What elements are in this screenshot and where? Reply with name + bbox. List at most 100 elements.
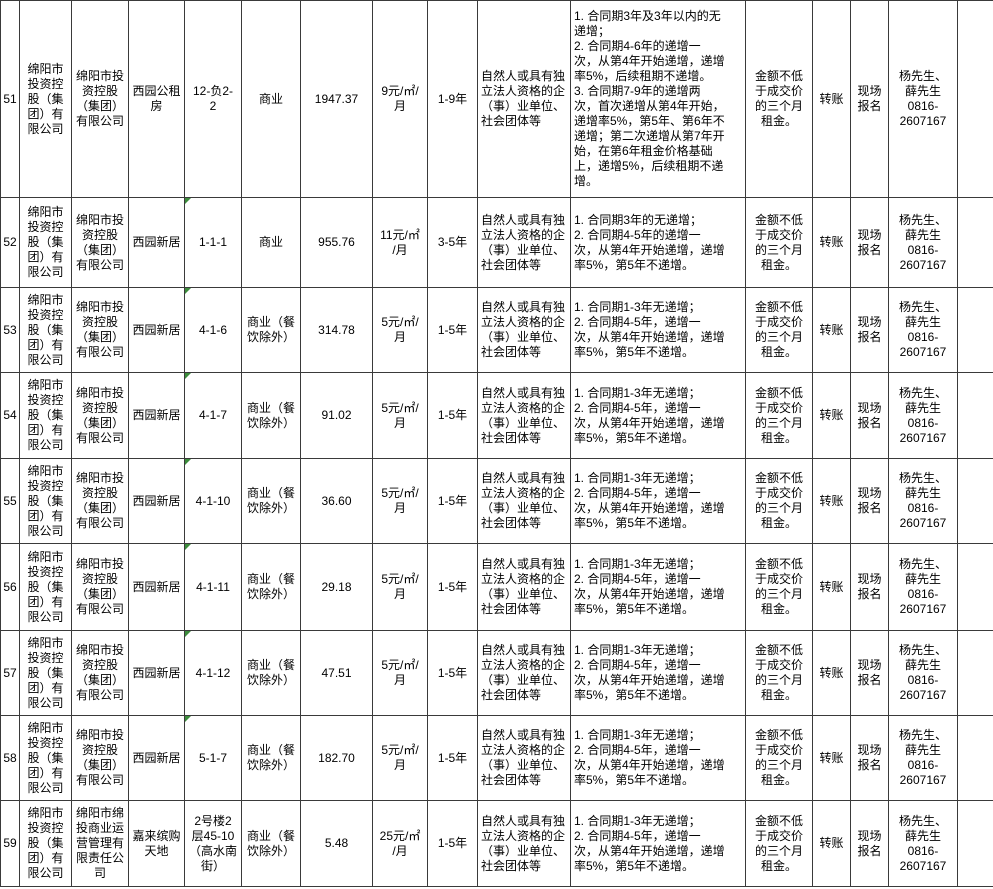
cell-payment-method[interactable]: 转账	[812, 0, 851, 198]
cell-contact[interactable]: 杨先生、 薛先生 0816- 2607167	[888, 715, 958, 801]
cell-property-name[interactable]: 西园新居	[128, 715, 185, 801]
cell-registration-method[interactable]: 现场 报名	[850, 630, 889, 716]
cell-escalation-terms[interactable]: 1. 合同期1-3年无递增； 2. 合同期4-5年，递增一 次，从第4年开始递增…	[570, 715, 746, 801]
cell-property-name[interactable]: 西园新居	[128, 543, 185, 631]
cell-eligible-applicants[interactable]: 自然人或具有独 立法人资格的企 （事）业单位、 社会团体等	[477, 630, 571, 716]
cell-registration-method[interactable]: 现场 报名	[850, 800, 889, 887]
cell-area-sqm[interactable]: 36.60	[300, 458, 373, 544]
cell-lessor[interactable]: 绵阳市 投资控 股（集 团）有 限公司	[19, 287, 72, 373]
cell-escalation-terms[interactable]: 1. 合同期1-3年无递增； 2. 合同期4-5年，递增一 次，从第4年开始递增…	[570, 287, 746, 373]
cell-row-no[interactable]: 55	[0, 458, 20, 544]
cell-deposit[interactable]: 金额不低 于成交价 的三个月 租金。	[745, 630, 813, 716]
cell-lessor[interactable]: 绵阳市 投资控 股（集 团）有 限公司	[19, 630, 72, 716]
cell-unit-number[interactable]: 4-1-11	[184, 543, 242, 631]
cell-lessor[interactable]: 绵阳市 投资控 股（集 团）有 限公司	[19, 372, 72, 459]
cell-eligible-applicants[interactable]: 自然人或具有独 立法人资格的企 （事）业单位、 社会团体等	[477, 372, 571, 459]
cell-escalation-terms[interactable]: 1. 合同期3年及3年以内的无 递增； 2. 合同期4-6年的递增一 次，从第4…	[570, 0, 746, 198]
cell-registration-method[interactable]: 现场 报名	[850, 197, 889, 288]
cell-deposit[interactable]: 金额不低 于成交价 的三个月 租金。	[745, 800, 813, 887]
cell-escalation-terms[interactable]: 1. 合同期1-3年无递增； 2. 合同期4-5年，递增一 次，从第4年开始递增…	[570, 630, 746, 716]
cell-unit-number[interactable]: 5-1-7	[184, 715, 242, 801]
cell-area-sqm[interactable]: 955.76	[300, 197, 373, 288]
cell-lessor[interactable]: 绵阳市 投资控 股（集 团）有 限公司	[19, 715, 72, 801]
cell-operating-company[interactable]: 绵阳市投 资控股 （集团） 有限公司	[71, 715, 129, 801]
cell-operating-company[interactable]: 绵阳市投 资控股 （集团） 有限公司	[71, 630, 129, 716]
cell-notes[interactable]	[957, 197, 993, 288]
cell-payment-method[interactable]: 转账	[812, 715, 851, 801]
cell-property-name[interactable]: 西园新居	[128, 458, 185, 544]
cell-notes[interactable]	[957, 630, 993, 716]
cell-row-no[interactable]: 57	[0, 630, 20, 716]
cell-row-no[interactable]: 52	[0, 197, 20, 288]
cell-deposit[interactable]: 金额不低 于成交价 的三个月 租金。	[745, 715, 813, 801]
cell-lease-term[interactable]: 1-5年	[427, 800, 478, 887]
cell-registration-method[interactable]: 现场 报名	[850, 0, 889, 198]
cell-contact[interactable]: 杨先生、 薛先生 0816- 2607167	[888, 197, 958, 288]
cell-unit-number[interactable]: 4-1-12	[184, 630, 242, 716]
cell-eligible-applicants[interactable]: 自然人或具有独 立法人资格的企 （事）业单位、 社会团体等	[477, 543, 571, 631]
cell-rent-price[interactable]: 5元/㎡/ 月	[372, 543, 428, 631]
cell-lessor[interactable]: 绵阳市 投资控 股（集 团）有 限公司	[19, 197, 72, 288]
cell-rent-price[interactable]: 5元/㎡/ 月	[372, 372, 428, 459]
cell-registration-method[interactable]: 现场 报名	[850, 715, 889, 801]
cell-eligible-applicants[interactable]: 自然人或具有独 立法人资格的企 （事）业单位、 社会团体等	[477, 197, 571, 288]
cell-operating-company[interactable]: 绵阳市投 资控股 （集团） 有限公司	[71, 543, 129, 631]
cell-deposit[interactable]: 金额不低 于成交价 的三个月 租金。	[745, 197, 813, 288]
cell-operating-company[interactable]: 绵阳市投 资控股 （集团） 有限公司	[71, 287, 129, 373]
cell-row-no[interactable]: 56	[0, 543, 20, 631]
cell-use-type[interactable]: 商业	[241, 197, 301, 288]
cell-notes[interactable]	[957, 372, 993, 459]
cell-area-sqm[interactable]: 5.48	[300, 800, 373, 887]
cell-payment-method[interactable]: 转账	[812, 372, 851, 459]
cell-deposit[interactable]: 金额不低 于成交价 的三个月 租金。	[745, 372, 813, 459]
cell-registration-method[interactable]: 现场 报名	[850, 372, 889, 459]
cell-registration-method[interactable]: 现场 报名	[850, 287, 889, 373]
cell-use-type[interactable]: 商业（餐 饮除外）	[241, 800, 301, 887]
cell-use-type[interactable]: 商业（餐 饮除外）	[241, 630, 301, 716]
cell-property-name[interactable]: 西园新居	[128, 372, 185, 459]
cell-notes[interactable]	[957, 287, 993, 373]
cell-payment-method[interactable]: 转账	[812, 543, 851, 631]
cell-property-name[interactable]: 西园新居	[128, 630, 185, 716]
cell-property-name[interactable]: 西园新居	[128, 197, 185, 288]
cell-escalation-terms[interactable]: 1. 合同期1-3年无递增； 2. 合同期4-5年，递增一 次，从第4年开始递增…	[570, 543, 746, 631]
cell-use-type[interactable]: 商业（餐 饮除外）	[241, 372, 301, 459]
cell-row-no[interactable]: 54	[0, 372, 20, 459]
cell-notes[interactable]	[957, 0, 993, 198]
cell-lease-term[interactable]: 1-5年	[427, 287, 478, 373]
cell-escalation-terms[interactable]: 1. 合同期1-3年无递增； 2. 合同期4-5年，递增一 次，从第4年开始递增…	[570, 372, 746, 459]
cell-deposit[interactable]: 金额不低 于成交价 的三个月 租金。	[745, 543, 813, 631]
cell-payment-method[interactable]: 转账	[812, 458, 851, 544]
cell-property-name[interactable]: 西园公租 房	[128, 0, 185, 198]
cell-rent-price[interactable]: 5元/㎡/ 月	[372, 287, 428, 373]
cell-notes[interactable]	[957, 543, 993, 631]
cell-row-no[interactable]: 51	[0, 0, 20, 198]
cell-contact[interactable]: 杨先生、 薛先生 0816- 2607167	[888, 543, 958, 631]
cell-eligible-applicants[interactable]: 自然人或具有独 立法人资格的企 （事）业单位、 社会团体等	[477, 800, 571, 887]
cell-eligible-applicants[interactable]: 自然人或具有独 立法人资格的企 （事）业单位、 社会团体等	[477, 715, 571, 801]
cell-notes[interactable]	[957, 715, 993, 801]
cell-contact[interactable]: 杨先生、 薛先生 0816- 2607167	[888, 800, 958, 887]
cell-rent-price[interactable]: 5元/㎡/ 月	[372, 715, 428, 801]
cell-row-no[interactable]: 53	[0, 287, 20, 373]
cell-lease-term[interactable]: 1-5年	[427, 630, 478, 716]
cell-deposit[interactable]: 金额不低 于成交价 的三个月 租金。	[745, 287, 813, 373]
cell-use-type[interactable]: 商业（餐 饮除外）	[241, 715, 301, 801]
cell-operating-company[interactable]: 绵阳市投 资控股 （集团） 有限公司	[71, 197, 129, 288]
cell-eligible-applicants[interactable]: 自然人或具有独 立法人资格的企 （事）业单位、 社会团体等	[477, 458, 571, 544]
cell-payment-method[interactable]: 转账	[812, 800, 851, 887]
cell-lessor[interactable]: 绵阳市 投资控 股（集 团）有 限公司	[19, 458, 72, 544]
cell-escalation-terms[interactable]: 1. 合同期1-3年无递增； 2. 合同期4-5年，递增一 次，从第4年开始递增…	[570, 800, 746, 887]
cell-lease-term[interactable]: 1-9年	[427, 0, 478, 198]
cell-contact[interactable]: 杨先生、 薛先生 0816- 2607167	[888, 372, 958, 459]
cell-payment-method[interactable]: 转账	[812, 630, 851, 716]
cell-area-sqm[interactable]: 314.78	[300, 287, 373, 373]
cell-lease-term[interactable]: 1-5年	[427, 543, 478, 631]
cell-payment-method[interactable]: 转账	[812, 197, 851, 288]
cell-contact[interactable]: 杨先生、 薛先生 0816- 2607167	[888, 0, 958, 198]
cell-escalation-terms[interactable]: 1. 合同期1-3年无递增； 2. 合同期4-5年，递增一 次，从第4年开始递增…	[570, 458, 746, 544]
cell-eligible-applicants[interactable]: 自然人或具有独 立法人资格的企 （事）业单位、 社会团体等	[477, 287, 571, 373]
cell-area-sqm[interactable]: 29.18	[300, 543, 373, 631]
cell-use-type[interactable]: 商业（餐 饮除外）	[241, 543, 301, 631]
cell-rent-price[interactable]: 11元/㎡ /月	[372, 197, 428, 288]
